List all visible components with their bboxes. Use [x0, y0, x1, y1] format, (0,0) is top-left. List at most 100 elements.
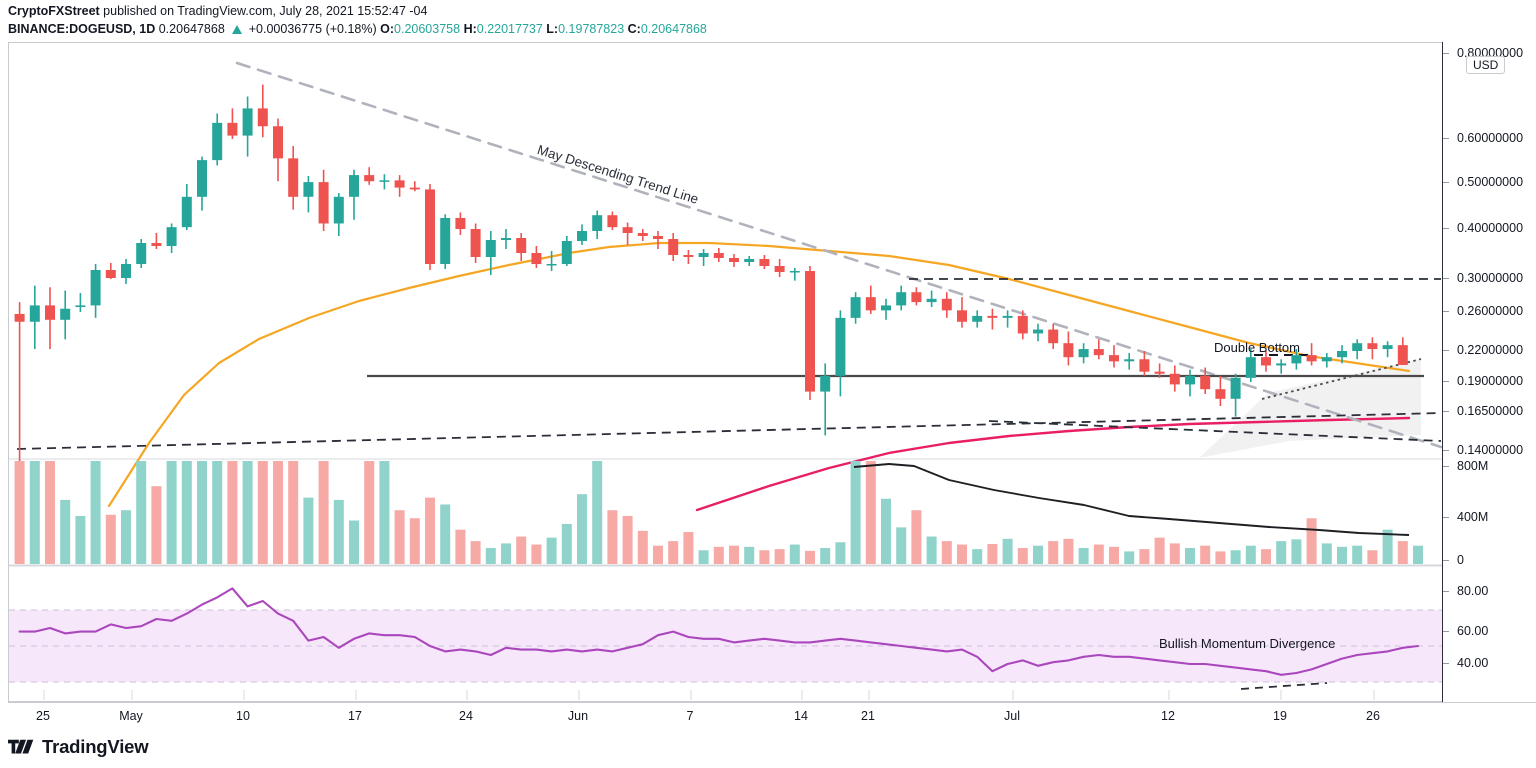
- time-axis-label: 12: [1161, 709, 1175, 723]
- volume-bar: [75, 515, 86, 564]
- tradingview-logo-icon: [8, 739, 34, 754]
- volume-bar: [14, 461, 25, 564]
- candle-body: [850, 297, 861, 318]
- volume-bar: [121, 510, 131, 564]
- time-axis-label: 14: [794, 709, 808, 723]
- right-value-axis[interactable]: 0.80000000 0.60000000 0.50000000 0.40000000…: [1442, 42, 1536, 702]
- momentum-divergence-line: [1240, 682, 1328, 690]
- candle-body: [1063, 343, 1074, 358]
- candle-body: [75, 305, 86, 308]
- volume-bar: [1063, 538, 1074, 564]
- candle-body: [394, 180, 405, 188]
- axis-tick: [1443, 631, 1449, 632]
- volume-bar: [105, 514, 116, 564]
- close-key: C:: [627, 22, 641, 36]
- candle-body: [1154, 371, 1165, 374]
- volume-bar: [1413, 545, 1423, 564]
- candle-body: [425, 189, 435, 264]
- volume-bar: [303, 497, 314, 564]
- rsi-axis-label: 80.00: [1457, 584, 1489, 598]
- candle-body: [379, 180, 390, 182]
- candle-body: [1230, 377, 1241, 399]
- candle-body: [805, 271, 815, 392]
- candle-body: [440, 217, 451, 264]
- volume-bar: [668, 541, 679, 564]
- candle-body: [212, 122, 223, 161]
- candle-body: [987, 315, 998, 318]
- axis-tick: [1443, 381, 1449, 382]
- volume-bar: [409, 518, 420, 564]
- volume-bar: [972, 549, 983, 564]
- candle-body: [1139, 359, 1150, 372]
- candle-body: [1124, 359, 1135, 362]
- time-axis[interactable]: 25 May 10 17 24 Jun 7 14 21 Jul 12 19 26: [8, 702, 1536, 730]
- candle-body: [1002, 315, 1013, 318]
- time-axis-label: 7: [686, 709, 694, 723]
- chart-plot-area[interactable]: [8, 42, 1443, 702]
- volume-bar: [136, 461, 147, 564]
- volume-bar: [1367, 550, 1378, 564]
- candle-body: [1397, 345, 1408, 365]
- volume-bar: [212, 461, 223, 564]
- candle-body: [1093, 349, 1104, 356]
- candle-body: [820, 375, 831, 392]
- candle-body: [1169, 373, 1180, 385]
- candle-body: [972, 315, 983, 322]
- candle-body: [941, 298, 952, 311]
- volume-bar: [379, 461, 390, 564]
- volume-bar: [1002, 538, 1013, 564]
- published-meta: published on TradingView.com, July 28, 2…: [99, 4, 428, 18]
- candle-body: [333, 196, 344, 224]
- price-axis-label: 0.22000000: [1457, 343, 1524, 357]
- volume-bar: [1169, 543, 1180, 564]
- candle-body: [637, 233, 648, 236]
- volume-bar: [242, 461, 253, 564]
- candle-body: [744, 259, 755, 262]
- axis-tick: [1443, 663, 1449, 664]
- time-axis-label: 19: [1273, 709, 1287, 723]
- volume-bar: [227, 461, 238, 564]
- chart-header: CryptoFXStreet published on TradingView.…: [8, 3, 1528, 37]
- volume-bar: [1215, 551, 1226, 564]
- candle-body: [1382, 345, 1393, 350]
- time-axis-label: 21: [861, 709, 875, 723]
- candle-body: [668, 239, 679, 255]
- candle-body: [729, 258, 739, 262]
- volume-axis-label: 800M: [1457, 459, 1489, 473]
- volume-bar: [197, 461, 207, 564]
- volume-bar: [485, 547, 496, 564]
- symbol-label[interactable]: BINANCE:DOGEUSD, 1D: [8, 22, 156, 36]
- low-value: 0.19787823: [558, 22, 625, 36]
- candle-body: [1306, 355, 1317, 362]
- candle-body: [166, 227, 177, 246]
- candle-body: [1185, 375, 1195, 385]
- price-axis-label: 0.30000000: [1457, 271, 1524, 285]
- axis-tick: [1443, 350, 1449, 351]
- volume-bar: [1017, 547, 1028, 564]
- candle-body: [181, 196, 192, 228]
- volume-bar: [394, 510, 405, 564]
- candle-body: [121, 264, 131, 278]
- candle-body: [896, 292, 907, 306]
- volume-bar: [622, 515, 633, 564]
- volume-bar: [455, 529, 466, 564]
- volume-bar: [1230, 550, 1241, 564]
- volume-bar: [759, 550, 770, 564]
- candle-body: [90, 270, 101, 306]
- axis-tick: [1443, 591, 1449, 592]
- volume-bar: [896, 527, 907, 564]
- volume-bar: [637, 530, 648, 564]
- volume-bar: [577, 494, 587, 564]
- volume-bar: [957, 544, 967, 564]
- volume-bar: [288, 461, 299, 564]
- volume-bar: [592, 461, 603, 564]
- rsi-line: [18, 587, 1420, 676]
- axis-tick: [1443, 411, 1449, 412]
- candle-body: [1367, 343, 1378, 350]
- candle-body: [1276, 363, 1287, 366]
- candle-body: [1261, 357, 1271, 366]
- volume-bar: [90, 461, 101, 564]
- volume-bar: [835, 542, 846, 564]
- candle-body: [485, 240, 496, 257]
- volume-bar: [318, 461, 329, 564]
